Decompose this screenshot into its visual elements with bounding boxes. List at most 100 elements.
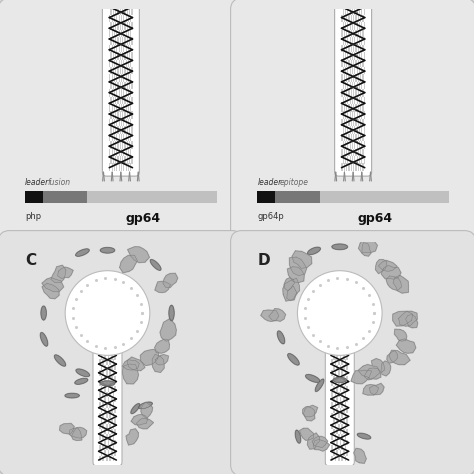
Bar <box>114 89 115 97</box>
Bar <box>118 149 120 156</box>
Bar <box>345 434 346 440</box>
Bar <box>343 429 345 435</box>
Bar <box>121 89 122 97</box>
Bar <box>359 67 360 74</box>
Bar <box>104 450 106 456</box>
Bar <box>114 440 116 445</box>
Bar <box>344 149 345 156</box>
Bar <box>338 359 340 365</box>
Bar <box>114 30 115 37</box>
Bar <box>104 386 106 392</box>
Bar <box>120 8 121 15</box>
Bar <box>111 15 113 22</box>
Bar <box>341 164 343 171</box>
Bar <box>106 445 108 450</box>
Bar <box>122 52 123 60</box>
Bar <box>121 104 122 111</box>
Bar <box>127 111 128 119</box>
Bar <box>102 381 104 386</box>
Circle shape <box>298 271 382 356</box>
Bar <box>353 89 354 97</box>
Text: D: D <box>257 253 270 268</box>
Bar <box>109 445 111 450</box>
Polygon shape <box>332 244 347 250</box>
Bar <box>364 22 365 30</box>
Bar <box>343 37 344 45</box>
Bar <box>340 429 341 435</box>
Bar <box>343 418 345 424</box>
Bar <box>345 37 346 45</box>
Bar <box>118 119 120 127</box>
Bar <box>364 8 365 15</box>
Bar <box>109 0 110 8</box>
Bar <box>354 67 356 74</box>
Bar <box>122 127 123 134</box>
Bar <box>343 408 345 413</box>
Bar <box>108 450 109 456</box>
Bar <box>114 164 115 171</box>
Bar <box>128 15 129 22</box>
Bar <box>101 429 102 435</box>
Bar <box>353 104 354 111</box>
Bar <box>348 30 350 37</box>
Bar <box>99 413 101 419</box>
Bar <box>353 119 354 127</box>
Polygon shape <box>277 331 285 344</box>
Bar <box>363 149 364 156</box>
Polygon shape <box>306 374 320 383</box>
Bar <box>346 429 348 435</box>
Bar <box>123 45 124 52</box>
Bar <box>102 434 104 440</box>
Bar <box>108 440 109 445</box>
Bar <box>129 52 130 60</box>
Bar <box>110 82 111 89</box>
Bar <box>110 52 111 60</box>
Bar <box>112 402 114 408</box>
Polygon shape <box>58 267 73 278</box>
Bar <box>109 370 111 375</box>
Polygon shape <box>160 319 176 341</box>
Bar <box>130 45 131 52</box>
Bar <box>356 52 358 60</box>
Bar <box>111 450 112 456</box>
Bar <box>364 156 365 164</box>
Bar <box>353 45 354 52</box>
Bar <box>113 82 114 89</box>
Bar <box>353 164 354 171</box>
Bar <box>350 82 351 89</box>
Bar <box>354 22 356 30</box>
Bar <box>331 413 333 419</box>
Bar <box>348 149 350 156</box>
Bar <box>361 141 363 149</box>
Polygon shape <box>42 283 59 299</box>
Bar <box>343 156 344 164</box>
Bar <box>360 134 361 141</box>
Bar <box>360 89 361 97</box>
Bar <box>99 392 101 397</box>
Bar <box>275 191 319 203</box>
Bar <box>111 30 113 37</box>
Bar <box>129 127 130 134</box>
Bar <box>114 386 116 392</box>
Bar <box>109 89 110 97</box>
Bar <box>354 97 356 104</box>
Bar <box>354 82 356 89</box>
Bar <box>344 104 345 111</box>
Bar <box>341 413 343 419</box>
Bar <box>337 408 338 413</box>
Bar <box>106 413 108 419</box>
Bar <box>351 104 352 111</box>
Bar <box>343 141 344 149</box>
Polygon shape <box>389 350 410 365</box>
Bar <box>116 45 118 52</box>
Bar <box>118 74 120 82</box>
Text: gp64p: gp64p <box>257 212 284 221</box>
Bar <box>338 381 340 386</box>
Bar <box>120 52 121 60</box>
Bar <box>354 127 356 134</box>
Bar <box>354 141 356 149</box>
Bar <box>363 164 364 171</box>
Bar <box>101 450 102 456</box>
Bar <box>338 370 340 375</box>
Bar <box>124 67 126 74</box>
